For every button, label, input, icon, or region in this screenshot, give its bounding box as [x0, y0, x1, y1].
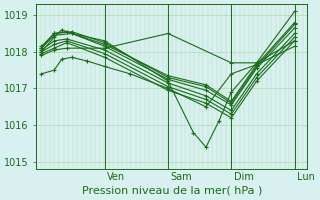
Text: Lun: Lun	[297, 172, 315, 182]
Text: Ven: Ven	[107, 172, 125, 182]
X-axis label: Pression niveau de la mer( hPa ): Pression niveau de la mer( hPa )	[82, 186, 262, 196]
Text: Dim: Dim	[234, 172, 254, 182]
Text: Sam: Sam	[171, 172, 192, 182]
